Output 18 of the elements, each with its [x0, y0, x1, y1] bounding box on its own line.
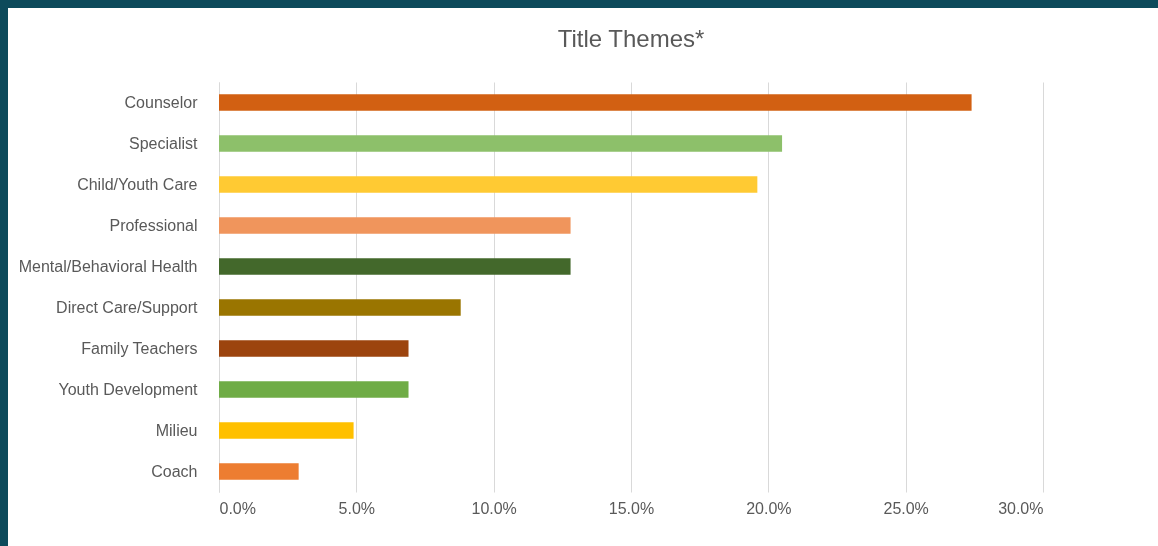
chart-title: Title Themes* — [557, 25, 705, 52]
x-tick-label: 10.0% — [471, 499, 517, 517]
y-tick-label: Counselor — [124, 93, 199, 111]
y-tick-label: Coach — [151, 462, 198, 480]
y-tick-label: Direct Care/Support — [56, 298, 199, 316]
y-tick-label: Mental/Behavioral Health — [18, 257, 198, 275]
y-tick-label: Professional — [109, 216, 198, 234]
x-tick-label: 25.0% — [883, 499, 929, 517]
x-tick-label: 0.0% — [219, 499, 256, 517]
x-tick-label: 15.0% — [608, 499, 655, 517]
y-tick-label: Child/Youth Care — [77, 175, 198, 193]
x-tick-label: 30.0% — [998, 499, 1044, 517]
y-tick-label: Family Teachers — [81, 339, 198, 357]
y-tick-label: Specialist — [129, 134, 199, 152]
x-tick-label: 20.0% — [746, 499, 792, 517]
y-tick-label: Youth Development — [58, 380, 199, 398]
x-tick-label: 5.0% — [338, 499, 376, 517]
y-tick-label: Milieu — [155, 421, 198, 439]
